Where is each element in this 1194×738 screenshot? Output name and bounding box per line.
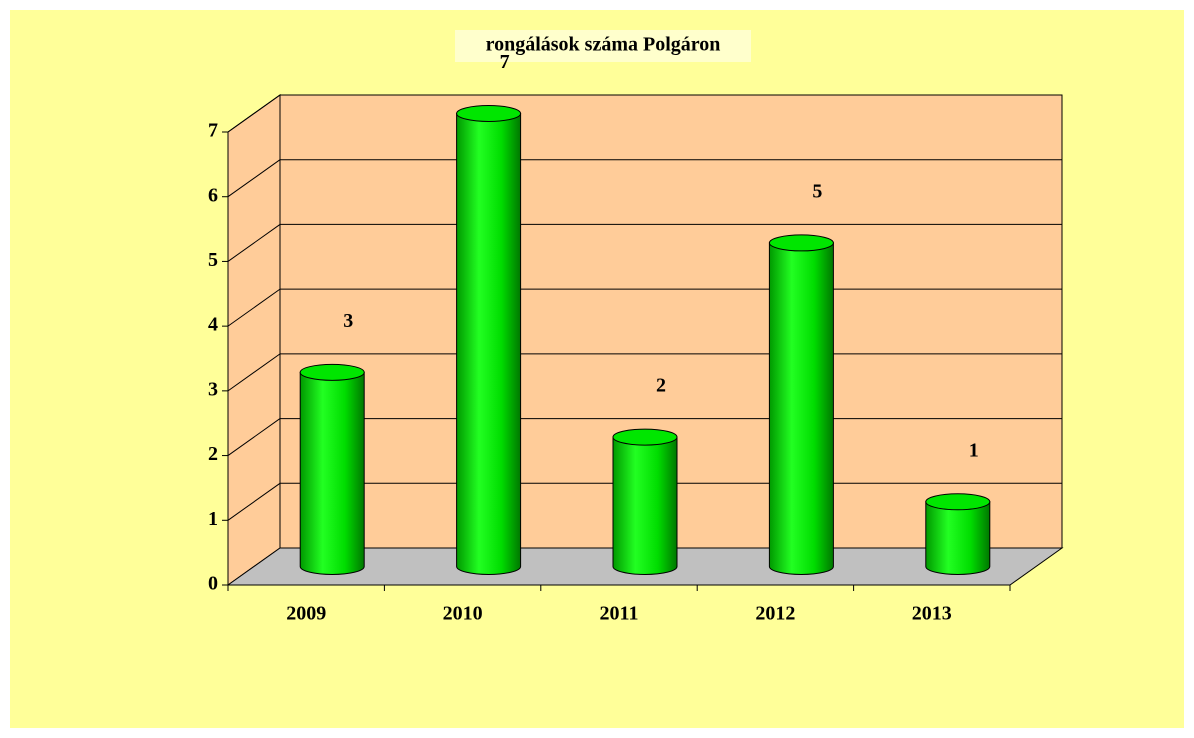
bar-top <box>768 234 834 252</box>
bar <box>456 113 522 575</box>
grid-line <box>227 94 281 133</box>
grid-line <box>227 159 281 198</box>
y-tick-label: 2 <box>208 443 218 465</box>
value-label: 3 <box>343 310 353 332</box>
grid-line <box>227 418 281 456</box>
x-tick-label: 2009 <box>286 603 326 625</box>
y-tick-label: 5 <box>208 249 218 271</box>
y-tick-label: 6 <box>208 184 218 206</box>
bar <box>925 501 991 575</box>
y-tick-label: 4 <box>208 314 218 336</box>
grid-line <box>227 288 281 327</box>
y-tick-label: 0 <box>208 573 218 595</box>
x-tick-label: 2010 <box>443 603 483 625</box>
y-tick-label: 7 <box>208 120 218 142</box>
bar-top <box>299 363 365 381</box>
chart-title: rongálások száma Polgáron <box>486 34 721 56</box>
bar <box>299 371 365 575</box>
value-label: 5 <box>812 181 822 203</box>
bar-top <box>612 428 678 446</box>
value-label: 2 <box>656 375 666 397</box>
x-tick-label: 2011 <box>600 603 639 625</box>
y-tick-label: 1 <box>208 508 218 530</box>
grid-line <box>227 224 281 262</box>
title-box <box>455 30 751 62</box>
side-wall <box>227 94 281 586</box>
grid-line <box>227 482 281 521</box>
value-label: 7 <box>500 51 510 73</box>
bar <box>612 436 678 575</box>
y-tick-label: 3 <box>208 378 218 400</box>
x-tick-label: 2012 <box>755 603 795 625</box>
bar-top <box>925 493 991 511</box>
x-tick-label: 2013 <box>912 603 952 625</box>
value-label: 1 <box>969 439 979 461</box>
bar <box>768 242 834 575</box>
bar-top <box>456 105 522 122</box>
grid-line <box>227 353 281 392</box>
